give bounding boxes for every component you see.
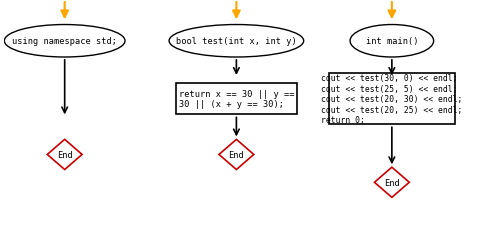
Ellipse shape: [350, 25, 434, 58]
Polygon shape: [219, 140, 254, 170]
Polygon shape: [374, 167, 409, 198]
Text: using namespace std;: using namespace std;: [12, 37, 117, 46]
Polygon shape: [47, 140, 82, 170]
Text: cout << test(30, 0) << endl;
cout << test(25, 5) << endl;
cout << test(20, 30) <: cout << test(30, 0) << endl; cout << tes…: [321, 74, 463, 125]
Ellipse shape: [4, 25, 125, 58]
FancyBboxPatch shape: [176, 84, 297, 115]
Text: return x == 30 || y ==
30 || (x + y == 30);: return x == 30 || y == 30 || (x + y == 3…: [179, 90, 294, 109]
Text: End: End: [384, 178, 400, 187]
Text: End: End: [57, 150, 73, 159]
Text: bool test(int x, int y): bool test(int x, int y): [176, 37, 297, 46]
Text: int main(): int main(): [366, 37, 418, 46]
Text: End: End: [228, 150, 244, 159]
Ellipse shape: [169, 25, 304, 58]
FancyBboxPatch shape: [329, 74, 455, 125]
